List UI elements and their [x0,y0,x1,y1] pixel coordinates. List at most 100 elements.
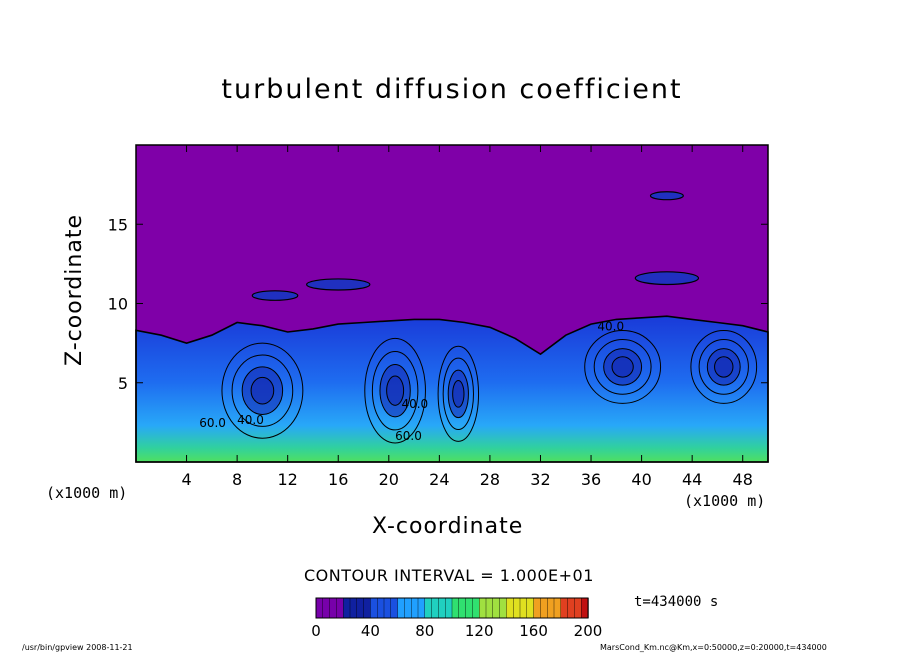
contour-label-1: 60.0 [395,429,422,443]
x-tick-label-4: 20 [379,470,399,489]
colorbar-segment-27 [499,597,508,619]
colorbar-segment-32 [533,597,542,619]
contour-interval-label: CONTOUR INTERVAL = 1.000E+01 [304,566,594,585]
colorbar-segment-36 [560,597,569,619]
footer-right-label: MarsCond_Km.nc@Km,x=0:50000,z=0:20000,t=… [600,643,827,652]
colorbar-segment-28 [506,597,514,619]
x-tick-label-6: 28 [480,470,500,489]
colorbar-tick-label-1: 40 [361,622,380,640]
contour-cell-4-2 [706,348,741,386]
x-tick-label-10: 44 [682,470,702,489]
colorbar-segment-37 [567,597,576,619]
colorbar-segment-5 [349,597,358,619]
colorbar-segment-20 [451,597,460,619]
contour-cell-0-2 [241,366,284,415]
colorbar-tick-label-4: 160 [519,622,548,640]
colorbar-segment-31 [526,597,535,619]
x-axis-unit: (x1000 m) [684,492,766,510]
colorbar-tick-label-3: 120 [465,622,494,640]
colorbar-segment-29 [513,597,521,619]
x-tick-label-11: 48 [733,470,753,489]
contour-label-0: 40.0 [237,413,264,427]
upper-eddy-0 [306,278,371,291]
contour-cell-2-2 [447,369,469,419]
colorbar-segment-22 [465,597,474,619]
colorbar-segment-38 [574,597,582,619]
contour-cell-4-1 [698,339,749,395]
colorbar-segment-17 [431,597,440,619]
y-axis-unit: (x1000 m) [46,484,128,502]
contour-cell-0-3 [250,376,275,405]
chart-title: turbulent diffusion coefficient [221,74,683,105]
colorbar-segment-23 [472,597,480,619]
colorbar-segment-18 [438,597,446,619]
colorbar-segment-26 [492,597,501,619]
colorbar-segment-8 [370,597,378,619]
x-tick-label-0: 4 [181,470,191,489]
colorbar-segment-30 [519,597,528,619]
colorbar-tick-label-0: 0 [311,622,321,640]
contour-cell-1-3 [386,375,405,406]
upper-eddy-2 [634,271,700,286]
colorbar-segment-10 [383,597,392,619]
contour-cell-1-0 [364,337,426,444]
colorbar-segment-35 [553,597,562,619]
colorbar-segment-33 [540,597,548,619]
contour-cell-4-0 [690,329,758,404]
colorbar-segment-0 [315,597,324,619]
y-axis-label: Z-coordinate [62,214,87,366]
x-tick-label-3: 16 [328,470,348,489]
colorbar-segment-14 [411,597,419,619]
contour-cell-1-1 [371,350,419,431]
colorbar-segment-24 [479,597,487,619]
x-tick-label-7: 32 [530,470,550,489]
x-axis-label: X-coordinate [372,514,524,539]
y-tick-label-0: 5 [118,374,128,393]
contour-cell-1-2 [379,364,411,418]
colorbar-segment-34 [547,597,555,619]
contour-cell-0-0 [221,342,304,439]
x-tick-label-9: 40 [631,470,651,489]
colorbar-segment-2 [329,597,338,619]
colorbar-segment-6 [356,597,365,619]
contour-cell-3-2 [603,348,643,386]
colorbar-segment-4 [343,597,351,619]
contour-cell-2-3 [452,380,465,408]
contour-label-3: 60.0 [199,416,226,430]
colorbar-segment-13 [404,597,412,619]
y-tick-label-2: 15 [108,215,128,234]
colorbar-segment-3 [336,597,344,619]
colorbar-segment-21 [458,597,467,619]
colorbar-segment-16 [424,597,433,619]
boundary-layer-region [135,315,769,463]
colorbar-segment-25 [485,597,494,619]
contour-cell-2-0 [437,345,480,442]
contour-cell-2-1 [442,357,474,431]
contour-label-2: 40.0 [401,397,428,411]
x-tick-label-1: 8 [232,470,242,489]
colorbar-segment-1 [322,597,331,619]
contour-cell-4-3 [714,356,734,378]
colorbar-segment-39 [581,597,589,619]
colorbar-segment-9 [377,597,385,619]
contour-cell-3-1 [593,339,652,395]
contour-label-4: 40.0 [597,319,624,333]
time-label: t=434000 s [634,594,719,610]
colorbar-segment-11 [390,597,399,619]
footer-left-label: /usr/bin/gpview 2008-11-21 [22,643,133,652]
x-tick-label-2: 12 [278,470,298,489]
plot-frame [135,144,769,463]
colorbar-segment-12 [397,597,406,619]
y-tick-label-1: 10 [108,295,128,314]
contour-cell-0-1 [231,354,294,427]
upper-eddy-3 [649,191,684,201]
colorbar-segment-19 [445,597,453,619]
colorbar-tick-label-2: 80 [415,622,434,640]
colorbar-segment-7 [363,597,372,619]
x-tick-label-5: 24 [429,470,449,489]
contour-cell-3-3 [611,356,634,378]
contour-cell-3-0 [584,329,662,404]
upper-eddy-1 [251,290,299,301]
colorbar-frame [315,597,589,619]
